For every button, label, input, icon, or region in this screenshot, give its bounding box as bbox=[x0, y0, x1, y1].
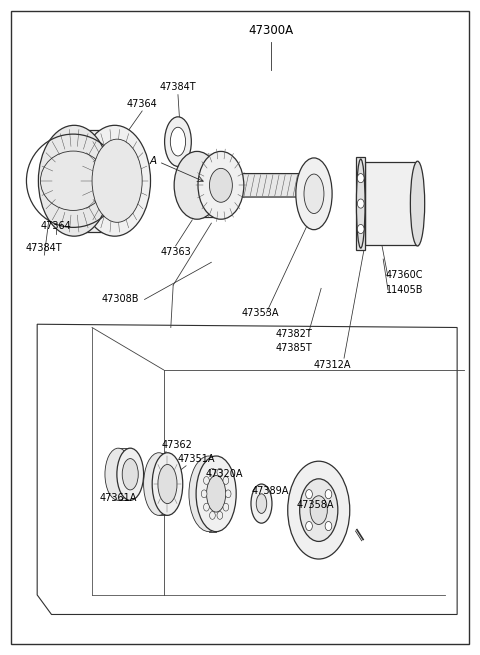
Ellipse shape bbox=[170, 127, 186, 156]
Ellipse shape bbox=[256, 494, 267, 514]
Text: 47320A: 47320A bbox=[206, 468, 243, 479]
Text: 47312A: 47312A bbox=[313, 360, 351, 369]
Ellipse shape bbox=[189, 456, 229, 532]
Circle shape bbox=[204, 477, 209, 485]
Ellipse shape bbox=[92, 139, 142, 222]
Circle shape bbox=[210, 512, 216, 519]
Circle shape bbox=[210, 468, 216, 476]
Ellipse shape bbox=[144, 453, 174, 515]
Ellipse shape bbox=[410, 161, 425, 246]
Circle shape bbox=[204, 503, 209, 511]
Ellipse shape bbox=[196, 456, 236, 532]
Ellipse shape bbox=[310, 496, 327, 525]
Ellipse shape bbox=[152, 453, 183, 515]
Text: 47361A: 47361A bbox=[100, 493, 137, 504]
Circle shape bbox=[358, 225, 364, 234]
Ellipse shape bbox=[209, 168, 232, 202]
Text: 47300A: 47300A bbox=[249, 24, 294, 37]
Polygon shape bbox=[357, 157, 365, 250]
Text: 11405B: 11405B bbox=[386, 285, 423, 295]
Ellipse shape bbox=[288, 461, 350, 559]
Text: 47358A: 47358A bbox=[297, 500, 334, 510]
Text: 47360C: 47360C bbox=[386, 271, 423, 280]
Circle shape bbox=[223, 477, 229, 485]
Ellipse shape bbox=[304, 174, 324, 214]
Text: 47384T: 47384T bbox=[160, 83, 196, 92]
Circle shape bbox=[217, 512, 223, 519]
Text: 47353A: 47353A bbox=[242, 308, 279, 318]
Text: 47385T: 47385T bbox=[275, 343, 312, 353]
Ellipse shape bbox=[251, 484, 272, 523]
Circle shape bbox=[306, 521, 312, 531]
Ellipse shape bbox=[79, 125, 151, 236]
Circle shape bbox=[217, 468, 223, 476]
Ellipse shape bbox=[38, 125, 110, 236]
Text: 47308B: 47308B bbox=[102, 295, 140, 305]
Ellipse shape bbox=[117, 448, 144, 500]
Ellipse shape bbox=[300, 479, 338, 542]
Circle shape bbox=[223, 503, 229, 511]
Text: 47351A: 47351A bbox=[177, 455, 215, 464]
Text: 47363: 47363 bbox=[160, 248, 191, 257]
Ellipse shape bbox=[206, 476, 226, 512]
Text: 47389A: 47389A bbox=[252, 485, 289, 496]
Ellipse shape bbox=[122, 458, 138, 490]
Polygon shape bbox=[74, 130, 115, 232]
Text: 47382T: 47382T bbox=[275, 329, 312, 339]
Circle shape bbox=[225, 490, 231, 498]
Polygon shape bbox=[365, 162, 418, 245]
Ellipse shape bbox=[198, 151, 244, 219]
Text: 47364: 47364 bbox=[127, 99, 157, 109]
Circle shape bbox=[358, 199, 364, 208]
Text: 47364: 47364 bbox=[41, 221, 72, 231]
Circle shape bbox=[358, 174, 364, 183]
Polygon shape bbox=[118, 448, 130, 500]
Text: A: A bbox=[150, 155, 156, 166]
Ellipse shape bbox=[105, 448, 132, 500]
Polygon shape bbox=[226, 174, 312, 197]
Text: 47384T: 47384T bbox=[26, 243, 63, 253]
Ellipse shape bbox=[357, 159, 365, 248]
Ellipse shape bbox=[95, 148, 135, 214]
Text: 47362: 47362 bbox=[162, 440, 192, 450]
Ellipse shape bbox=[165, 117, 192, 166]
Circle shape bbox=[201, 490, 207, 498]
Circle shape bbox=[325, 521, 332, 531]
Polygon shape bbox=[197, 154, 221, 217]
Ellipse shape bbox=[174, 151, 220, 219]
Ellipse shape bbox=[296, 158, 332, 230]
Ellipse shape bbox=[158, 464, 177, 504]
Circle shape bbox=[325, 490, 332, 498]
Circle shape bbox=[306, 490, 312, 498]
